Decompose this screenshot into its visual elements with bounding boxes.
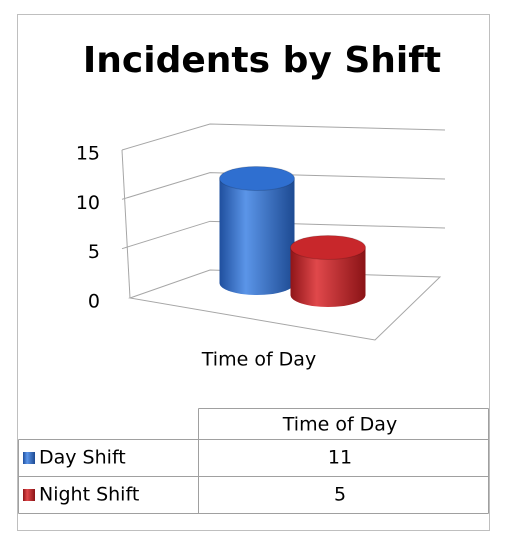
table-value: 5 <box>334 484 346 506</box>
y-tick-label: 0 <box>88 291 100 313</box>
y-tick-label: 15 <box>76 143 100 165</box>
y-tick-label: 5 <box>88 241 100 263</box>
bar-top <box>290 235 366 260</box>
table-grid <box>18 408 489 514</box>
legend-label: Day Shift <box>39 447 126 469</box>
legend-key <box>23 489 35 501</box>
legend-label: Night Shift <box>39 484 139 506</box>
data-table <box>18 408 489 514</box>
bar <box>219 178 295 295</box>
floor <box>128 269 442 341</box>
grid-line <box>121 123 446 151</box>
chart-title: Incidents by Shift <box>83 40 441 81</box>
grid-line <box>121 172 446 200</box>
bar-top <box>219 166 295 191</box>
grid-line <box>121 220 446 250</box>
x-tick-label: Time of Day <box>201 349 316 371</box>
table-value: 11 <box>328 447 352 469</box>
bar <box>290 247 366 307</box>
y-tick-label: 10 <box>76 192 100 214</box>
wall-edge <box>121 149 131 299</box>
legend-key <box>23 452 35 464</box>
axes: 0 5 10 15 <box>76 123 446 341</box>
bars <box>219 166 366 307</box>
table-header: Time of Day <box>282 414 397 436</box>
